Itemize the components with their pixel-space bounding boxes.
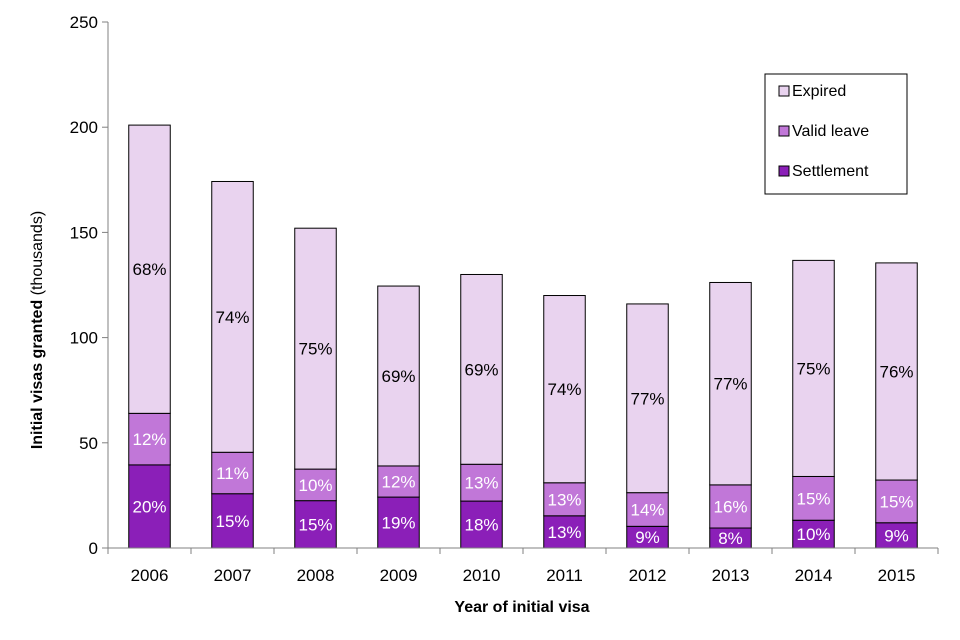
data-label: 77%	[630, 389, 664, 408]
data-label: 12%	[381, 473, 415, 492]
y-tick-label: 100	[70, 329, 98, 348]
x-tick-label: 2010	[463, 566, 501, 585]
data-label: 68%	[132, 260, 166, 279]
bar-segment-valid-leave	[626, 492, 669, 527]
bar-segment-expired	[294, 227, 337, 470]
y-axis-title-main: Initial visas granted	[29, 300, 46, 449]
bar-segment-valid-leave	[128, 412, 171, 466]
y-axis: 0 50 100 150 200 250	[70, 13, 109, 558]
legend-label: Expired	[792, 83, 846, 100]
legend: Expired Valid leave Settlement	[764, 73, 908, 195]
x-tick-label: 2013	[712, 566, 750, 585]
data-label: 77%	[713, 375, 747, 394]
bar-segment-expired	[543, 295, 586, 484]
data-label: 10%	[796, 525, 830, 544]
bar-segment-expired	[875, 262, 918, 481]
bar-segment-settlement	[377, 496, 420, 549]
bar-segment-expired	[128, 124, 171, 414]
y-axis-title: Initial visas granted (thousands)	[29, 211, 46, 449]
bar-segment-expired	[709, 281, 752, 486]
x-tick-label: 2009	[380, 566, 418, 585]
data-label: 69%	[464, 360, 498, 379]
data-label: 15%	[298, 515, 332, 534]
data-label: 13%	[547, 523, 581, 542]
data-label: 75%	[796, 359, 830, 378]
data-label: 12%	[132, 430, 166, 449]
bar-segment-valid-leave	[543, 482, 586, 517]
data-label: 10%	[298, 476, 332, 495]
y-tick-label: 50	[79, 434, 98, 453]
data-label: 9%	[635, 528, 660, 547]
x-tick-label: 2014	[795, 566, 833, 585]
y-axis-title-unit: (thousands)	[29, 211, 46, 300]
legend-swatch	[778, 165, 790, 177]
data-label: 11%	[216, 464, 249, 483]
legend-label: Valid leave	[792, 123, 869, 140]
data-label: 18%	[464, 516, 498, 535]
data-label: 13%	[547, 490, 581, 509]
data-label: 15%	[879, 492, 913, 511]
bar-segment-expired	[377, 285, 420, 467]
bar-segment-valid-leave	[460, 463, 503, 502]
x-tick-label: 2006	[131, 566, 169, 585]
data-label: 75%	[298, 340, 332, 359]
bar-segment-expired	[211, 180, 254, 453]
data-label: 69%	[381, 367, 415, 386]
bar-segment-settlement	[460, 500, 503, 549]
data-label: 76%	[879, 362, 913, 381]
x-tick-label: 2015	[878, 566, 916, 585]
x-tick-label: 2007	[214, 566, 252, 585]
data-label: 74%	[547, 380, 581, 399]
bar-segment-valid-leave	[211, 451, 254, 495]
bar-segment-valid-leave	[377, 465, 420, 498]
x-tick-label: 2011	[546, 566, 583, 585]
y-tick-label: 0	[89, 539, 98, 558]
data-label: 14%	[630, 500, 664, 519]
bar-segment-settlement	[294, 500, 337, 549]
y-tick-label: 250	[70, 13, 98, 32]
x-tick-label: 2012	[629, 566, 667, 585]
bar-segment-settlement	[128, 464, 171, 549]
bar-segment-valid-leave	[792, 475, 835, 521]
bar-segment-expired	[460, 273, 503, 465]
y-tick-label: 150	[70, 223, 98, 242]
plot-area: 20% 12% 68% 15% 11% 74% 15% 10% 75% 19% 12% 69% 18% 1…	[128, 124, 918, 549]
bar-segment-expired	[792, 259, 835, 477]
data-label: 19%	[381, 514, 415, 533]
y-tick-label: 200	[70, 118, 98, 137]
x-axis: 2006 2007 2008 2009 2010 2011 2012 2013 2014 2015	[107, 547, 939, 585]
data-label: 20%	[132, 497, 166, 516]
bar-segment-settlement	[543, 515, 586, 549]
data-label: 15%	[215, 512, 249, 531]
legend-label: Settlement	[792, 163, 869, 180]
legend-swatch	[778, 125, 790, 137]
x-axis-title: Year of initial visa	[454, 599, 589, 616]
data-label: 9%	[884, 526, 909, 545]
data-label: 15%	[796, 489, 830, 508]
data-label: 13%	[464, 474, 498, 493]
bar-segment-expired	[626, 303, 669, 494]
data-label: 8%	[718, 529, 743, 548]
data-label: 74%	[215, 308, 249, 327]
x-tick-label: 2008	[297, 566, 335, 585]
legend-swatch	[778, 85, 790, 97]
data-label: 16%	[713, 497, 747, 516]
bar-segment-valid-leave	[709, 484, 752, 529]
